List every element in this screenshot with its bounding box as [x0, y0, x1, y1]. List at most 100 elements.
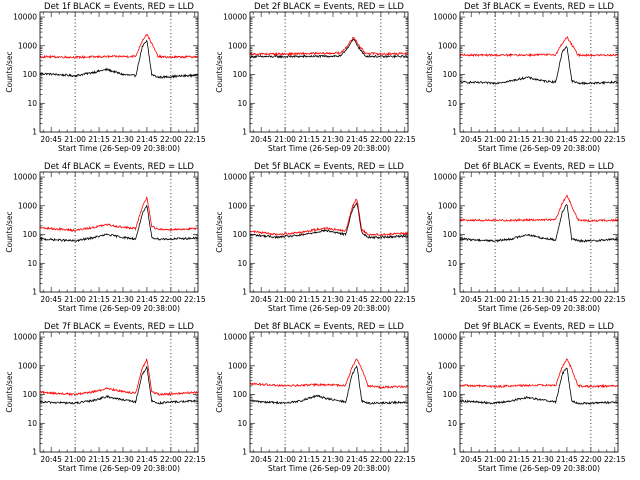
x-tick-label: 21:00 — [64, 135, 86, 144]
x-tick-label: 21:15 — [298, 135, 320, 144]
x-tick-label: 22:00 — [580, 455, 602, 464]
x-axis-label: Start Time (26-Sep-09 20:38:00) — [268, 464, 390, 473]
x-tick-label: 20:45 — [40, 135, 62, 144]
y-tick-label: 100 — [443, 230, 458, 239]
x-tick-label: 20:45 — [250, 295, 272, 304]
x-tick-label: 22:15 — [184, 455, 206, 464]
x-tick-label: 22:00 — [580, 295, 602, 304]
x-tick-label: 20:45 — [250, 135, 272, 144]
plot-frame — [39, 171, 199, 293]
panel-6: Det 6f BLACK = Events, RED = LLD 1 10 100 10… — [425, 162, 626, 313]
series-events-line — [459, 367, 618, 405]
panel-title: Det 3f BLACK = Events, RED = LLD — [464, 2, 614, 12]
y-tick-label: 10 — [237, 259, 247, 268]
x-tick-label: 21:45 — [556, 135, 578, 144]
series-lld-line — [459, 194, 618, 223]
x-tick-label: 21:00 — [484, 295, 506, 304]
y-tick-label: 1000 — [228, 361, 247, 370]
x-axis-label: Start Time (26-Sep-09 20:38:00) — [478, 144, 600, 153]
x-axis-label: Start Time (26-Sep-09 20:38:00) — [58, 304, 180, 313]
x-tick-label: 21:00 — [274, 135, 296, 144]
x-tick-label: 20:45 — [460, 455, 482, 464]
y-tick-label: 10000 — [223, 13, 247, 22]
panel-title: Det 1f BLACK = Events, RED = LLD — [44, 2, 194, 12]
x-tick-label: 21:00 — [274, 455, 296, 464]
x-tick-label: 21:15 — [508, 295, 530, 304]
y-tick-label: 1000 — [18, 361, 37, 370]
x-tick-label: 21:30 — [322, 455, 344, 464]
x-tick-label: 21:30 — [322, 295, 344, 304]
y-axis-label: Counts/sec — [5, 51, 14, 92]
x-tick-label: 21:30 — [532, 135, 554, 144]
panel-9: Det 9f BLACK = Events, RED = LLD 1 10 100 10… — [425, 322, 626, 473]
y-tick-label: 100 — [23, 70, 38, 79]
x-tick-label: 22:15 — [184, 135, 206, 144]
y-axis-label: Counts/sec — [425, 371, 434, 412]
x-axis-label: Start Time (26-Sep-09 20:38:00) — [478, 464, 600, 473]
y-tick-label: 100 — [23, 390, 38, 399]
x-tick-label: 20:45 — [40, 455, 62, 464]
y-axis-label: Counts/sec — [215, 371, 224, 412]
series-lld-line — [39, 196, 198, 233]
series-events-line — [460, 46, 618, 86]
y-tick-label: 10 — [237, 99, 247, 108]
x-tick-label: 22:00 — [160, 135, 182, 144]
x-tick-label: 21:45 — [136, 135, 158, 144]
y-tick-label: 1000 — [438, 41, 457, 50]
x-tick-label: 22:00 — [370, 135, 392, 144]
y-tick-label: 1000 — [438, 201, 457, 210]
series-lld-line — [249, 198, 408, 237]
x-tick-label: 21:00 — [64, 295, 86, 304]
panel-title: Det 7f BLACK = Events, RED = LLD — [44, 322, 194, 332]
x-tick-label: 21:15 — [88, 295, 110, 304]
panel-3: Det 3f BLACK = Events, RED = LLD 1 10 100 10… — [425, 2, 626, 153]
x-tick-label: 21:15 — [88, 455, 110, 464]
panel-2: Det 2f BLACK = Events, RED = LLD 1 10 100 10… — [215, 2, 416, 153]
plot-frame — [249, 331, 409, 453]
panel-8: Det 8f BLACK = Events, RED = LLD 1 10 100 10… — [215, 322, 416, 473]
x-tick-label: 22:00 — [370, 295, 392, 304]
y-tick-label: 10000 — [223, 333, 247, 342]
series-events-line — [249, 202, 408, 240]
y-tick-label: 100 — [233, 70, 248, 79]
x-tick-label: 21:45 — [556, 455, 578, 464]
x-tick-label: 22:15 — [604, 295, 626, 304]
x-tick-label: 21:00 — [274, 295, 296, 304]
x-tick-label: 21:30 — [112, 295, 134, 304]
x-tick-label: 22:15 — [604, 455, 626, 464]
y-axis-label: Counts/sec — [425, 211, 434, 252]
y-tick-label: 1000 — [18, 201, 37, 210]
y-tick-label: 1 — [32, 128, 37, 137]
plot-frame — [459, 171, 619, 293]
y-tick-label: 1 — [242, 128, 247, 137]
panel-title: Det 5f BLACK = Events, RED = LLD — [254, 162, 404, 172]
y-tick-label: 1000 — [18, 41, 37, 50]
y-tick-label: 1 — [32, 288, 37, 297]
panel-title: Det 4f BLACK = Events, RED = LLD — [44, 162, 194, 172]
y-tick-label: 1000 — [228, 201, 247, 210]
y-tick-label: 100 — [23, 230, 38, 239]
y-tick-label: 10000 — [223, 173, 247, 182]
y-tick-label: 100 — [233, 390, 248, 399]
y-tick-label: 10 — [27, 99, 37, 108]
x-tick-label: 22:00 — [160, 295, 182, 304]
x-axis-label: Start Time (26-Sep-09 20:38:00) — [268, 144, 390, 153]
y-tick-label: 1 — [452, 288, 457, 297]
x-tick-label: 21:00 — [484, 455, 506, 464]
x-tick-label: 22:15 — [394, 135, 416, 144]
x-tick-label: 21:45 — [346, 455, 368, 464]
x-tick-label: 21:45 — [346, 135, 368, 144]
plot-frame — [459, 331, 619, 453]
x-tick-label: 22:00 — [370, 455, 392, 464]
x-tick-label: 20:45 — [460, 135, 482, 144]
x-tick-label: 22:15 — [604, 135, 626, 144]
y-tick-label: 10000 — [433, 13, 457, 22]
y-tick-label: 10000 — [13, 173, 37, 182]
y-tick-label: 10 — [447, 419, 457, 428]
x-tick-label: 21:30 — [322, 135, 344, 144]
x-tick-label: 22:15 — [394, 295, 416, 304]
y-axis-label: Counts/sec — [5, 371, 14, 412]
series-lld-line — [459, 358, 618, 389]
series-events-line — [249, 38, 408, 59]
